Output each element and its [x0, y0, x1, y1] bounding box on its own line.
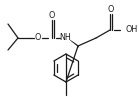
Polygon shape	[70, 40, 79, 47]
Text: NH: NH	[59, 33, 71, 42]
Text: OH: OH	[126, 26, 138, 35]
Text: O: O	[108, 4, 114, 13]
Text: O: O	[49, 10, 55, 19]
Text: O: O	[35, 33, 41, 42]
